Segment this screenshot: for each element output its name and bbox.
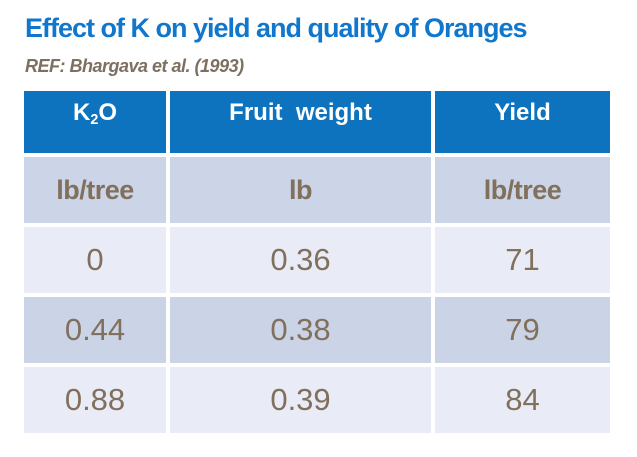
cell-yield: 71 xyxy=(435,227,610,293)
unit-k2o: lb/tree xyxy=(24,157,166,223)
cell-yield: 84 xyxy=(435,367,610,433)
table-row: 0.44 0.38 79 xyxy=(24,297,610,363)
table-row: 0.88 0.39 84 xyxy=(24,367,610,433)
cell-yield: 79 xyxy=(435,297,610,363)
k2o-rest: O xyxy=(98,99,118,126)
unit-yield: lb/tree xyxy=(435,157,610,223)
k2o-base: K xyxy=(72,99,91,126)
cell-k2o: 0 xyxy=(24,227,166,293)
column-header-k2o: K2O xyxy=(24,91,166,153)
table-header-row: K2O Fruit weight Yield xyxy=(24,91,610,153)
column-header-fruit-weight: Fruit weight xyxy=(170,91,431,153)
cell-fruit-weight: 0.38 xyxy=(170,297,431,363)
cell-fruit-weight: 0.36 xyxy=(170,227,431,293)
column-header-yield: Yield xyxy=(435,91,610,153)
units-row: lb/tree lb lb/tree xyxy=(24,157,610,223)
k2o-subscript: 2 xyxy=(90,111,99,128)
unit-fruit-weight: lb xyxy=(170,157,431,223)
cell-k2o: 0.44 xyxy=(24,297,166,363)
page-title: Effect of K on yield and quality of Oran… xyxy=(25,13,528,43)
reference-citation: REF: Bhargava et al. (1993) xyxy=(25,56,244,76)
cell-fruit-weight: 0.39 xyxy=(170,367,431,433)
results-table: K2O Fruit weight Yield lb/tree lb lb/tre… xyxy=(20,87,614,437)
cell-k2o: 0.88 xyxy=(24,367,166,433)
table-row: 0 0.36 71 xyxy=(24,227,610,293)
oranges-data-table: K2O Fruit weight Yield lb/tree lb lb/tre… xyxy=(20,87,614,437)
